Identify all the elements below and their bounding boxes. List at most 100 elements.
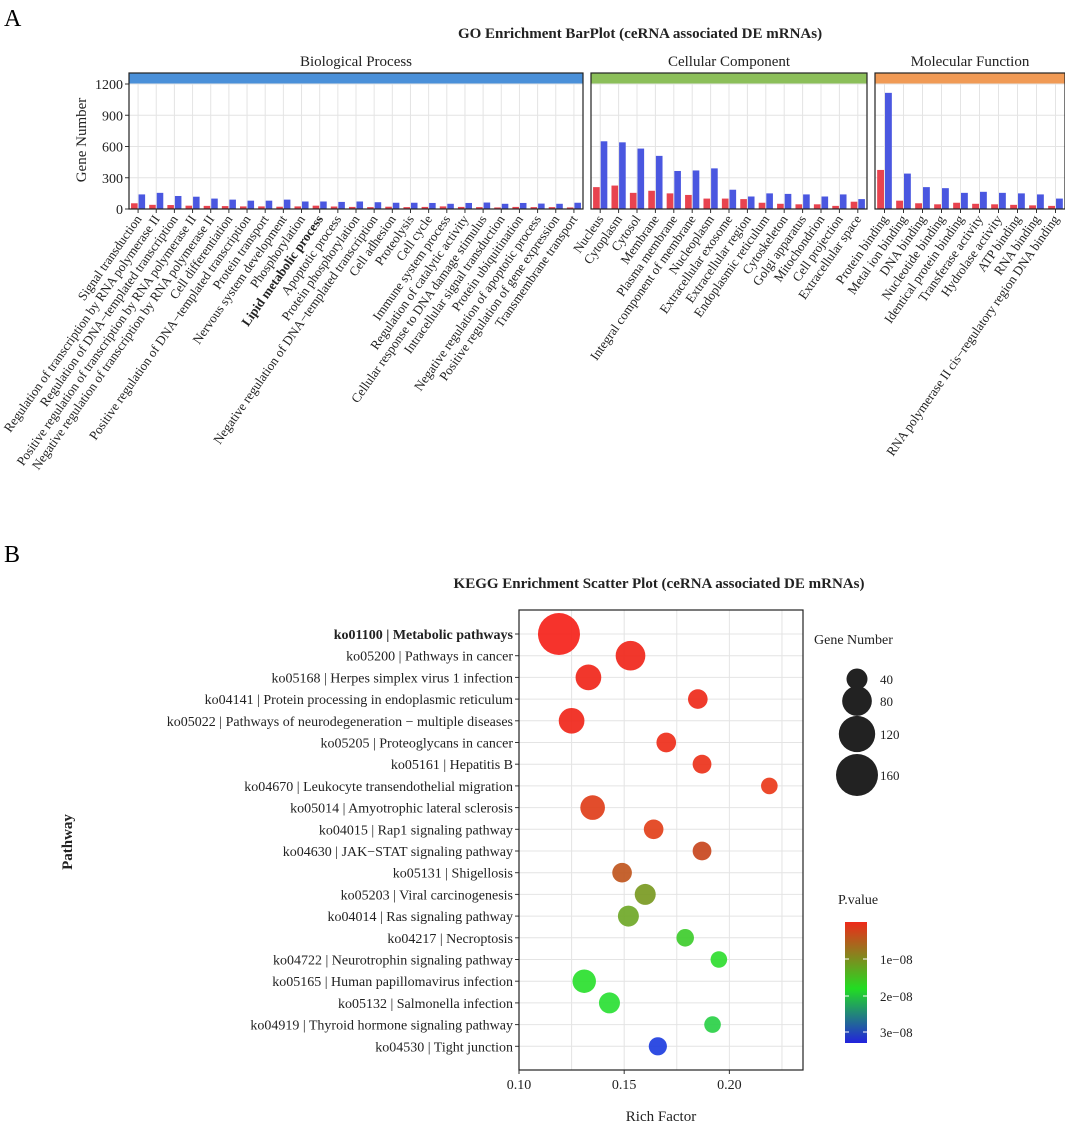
bar	[637, 148, 645, 209]
scatter-point	[580, 795, 605, 820]
bar	[294, 206, 302, 209]
scatter-point	[572, 969, 596, 993]
bar	[392, 202, 400, 209]
bar	[330, 206, 338, 209]
bar	[600, 141, 608, 209]
facet-strip	[129, 73, 583, 84]
bar	[740, 199, 747, 209]
bar	[302, 201, 309, 209]
bar	[692, 170, 700, 209]
bar	[803, 194, 810, 209]
bar	[611, 185, 619, 209]
bar	[356, 201, 364, 209]
bar	[149, 204, 156, 209]
scatter-point	[687, 689, 708, 709]
bar	[1037, 194, 1044, 209]
bar	[1048, 205, 1055, 209]
bar	[519, 202, 527, 209]
bar	[703, 198, 711, 209]
facet-frame	[128, 72, 584, 210]
scatter-point	[656, 732, 677, 753]
bar	[276, 206, 283, 209]
pathway-label: ko04015 | Rap1 signaling pathway	[319, 823, 513, 838]
scatter-point	[704, 1016, 721, 1033]
scatter-point	[676, 929, 694, 947]
size-legend-dot	[846, 668, 868, 690]
bar	[896, 200, 903, 209]
pathway-label: ko05014 | Amyotrophic lateral sclerosis	[290, 802, 513, 817]
pathway-label: ko05200 | Pathways in cancer	[346, 650, 513, 665]
size-legend-dot	[836, 754, 878, 796]
size-legend-label: 40	[880, 672, 893, 687]
bar	[915, 203, 922, 209]
bar	[1056, 198, 1063, 209]
bar	[674, 170, 681, 209]
bar	[203, 205, 211, 209]
kegg-plot-frame	[518, 609, 804, 1071]
bar	[850, 201, 858, 209]
bar	[784, 193, 792, 209]
bar	[229, 199, 236, 209]
size-legend-dot	[842, 686, 872, 716]
size-legend: 40 80 120 160	[836, 668, 900, 796]
category-label: Regulation of DNA−templated transcriptio…	[37, 212, 182, 409]
bar	[211, 198, 218, 209]
panel-b-letter: B	[4, 542, 20, 568]
scatter-point	[710, 951, 728, 968]
bar	[429, 202, 436, 209]
bar	[240, 206, 247, 209]
pathway-label: ko04141 | Protein processing in endoplas…	[205, 693, 514, 708]
kegg-y-axis-title: Pathway	[60, 814, 76, 870]
scatter-point	[648, 1037, 667, 1056]
scatter-point	[692, 754, 712, 774]
facet-strip	[875, 73, 1065, 84]
x-tick-label: 0.20	[717, 1078, 742, 1093]
bar	[548, 207, 556, 209]
bar	[221, 206, 229, 209]
color-legend-label-2: 2e−08	[880, 989, 913, 1004]
pathway-label: ko05168 | Herpes simplex virus 1 infecti…	[271, 671, 513, 686]
pathway-label: ko05131 | Shigellosis	[393, 867, 513, 882]
bar	[283, 199, 291, 209]
bar	[858, 199, 865, 209]
kegg-chart-title: KEGG Enrichment Scatter Plot (ceRNA asso…	[454, 576, 865, 592]
bar	[338, 201, 345, 209]
facet-cellular-component: Cellular ComponentNucleusCytoplasmCytoso…	[570, 54, 868, 363]
bar	[766, 193, 773, 209]
bar	[174, 195, 182, 209]
bar	[685, 194, 692, 209]
pathway-label: ko04630 | JAK−STAT signaling pathway	[283, 845, 513, 860]
panel-a-letter: A	[4, 6, 22, 32]
pathway-label: ko05161 | Hepatitis B	[391, 758, 513, 773]
go-y-axis-title: Gene Number	[74, 98, 90, 183]
pathway-label: ko04919 | Thyroid hormone signaling path…	[250, 1019, 513, 1034]
bar	[265, 200, 273, 209]
facet-title: Cellular Component	[668, 54, 791, 70]
bar	[374, 202, 382, 209]
bar	[999, 192, 1006, 209]
scatter-point	[558, 707, 585, 734]
kegg-plot-area: ko01100 | Metabolic pathways ko05200 | Pa…	[167, 609, 804, 1093]
bar	[131, 203, 138, 209]
size-legend-label: 160	[880, 768, 900, 783]
facet-title: Biological Process	[300, 54, 412, 70]
bar	[410, 202, 418, 209]
bar	[942, 188, 949, 209]
size-legend-label: 80	[880, 694, 893, 709]
bar	[777, 203, 784, 209]
bar	[156, 192, 164, 209]
bar	[721, 198, 729, 209]
bar	[877, 169, 884, 209]
bar	[138, 194, 146, 209]
bar	[821, 196, 829, 209]
pathway-label: ko04722 | Neurotrophin signaling pathway	[273, 954, 513, 969]
pathway-label: ko04217 | Necroptosis	[387, 932, 513, 947]
size-legend-label: 120	[880, 727, 900, 742]
bar	[904, 173, 911, 209]
bar	[1010, 204, 1017, 209]
bar	[832, 205, 839, 209]
bar	[348, 206, 356, 209]
pathway-label: ko05165 | Human papillomavirus infection	[272, 975, 513, 990]
